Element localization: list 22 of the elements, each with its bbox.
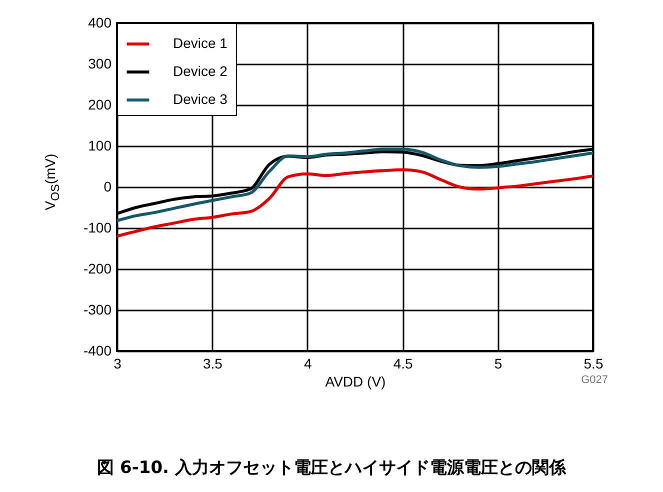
text: 図 6-10. 入力オフセット電圧とハイサイド電源電圧との関係 [96,457,568,479]
y-tick-label: 0 [104,178,112,194]
legend-label: Device 3 [173,91,228,107]
y-tick-label: 300 [88,56,112,72]
y-tick-label: -200 [83,260,112,276]
y-tick-label: -100 [83,220,112,236]
x-axis-title: AVDD (V) [325,374,386,390]
y-tick-label: -300 [83,302,112,318]
y-tick-label: 200 [88,96,112,112]
x-tick-label: 3 [114,356,122,372]
y-tick-label: -400 [83,342,112,358]
y-tick-label: 400 [88,14,112,30]
x-tick-label: 5 [494,356,502,372]
legend-label: Device 2 [173,63,228,79]
x-tick-label: 3.5 [202,356,223,372]
x-tick-label: 4.5 [393,356,414,372]
y-tick-label: 100 [88,138,112,154]
text: G027 [581,374,608,386]
legend-label: Device 1 [173,35,228,51]
x-tick-label: 4 [304,356,312,372]
x-tick-label: 5.5 [584,356,604,372]
line-series [117,168,593,238]
